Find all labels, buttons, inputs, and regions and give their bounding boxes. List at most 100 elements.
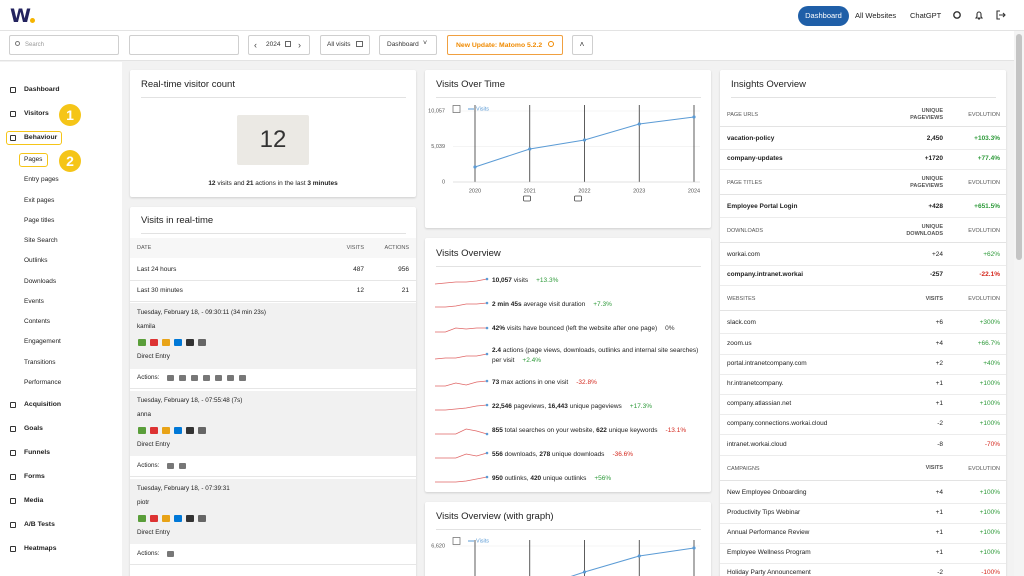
step-badge: 1 [59, 104, 81, 126]
step-badge: 2 [59, 150, 81, 172]
row-rule [720, 522, 1006, 524]
nav-button[interactable]: Dashboard [798, 6, 849, 26]
next-arrow: › [298, 40, 301, 50]
metric-part: 2 min 45s [492, 301, 522, 308]
row-label: Productivity Tips Webinar [727, 508, 801, 516]
section-header: WEBSITES [727, 296, 756, 303]
row-rule [720, 373, 1006, 375]
sparkline [434, 278, 488, 285]
title-rule [436, 97, 701, 98]
segment-selector[interactable] [320, 35, 370, 55]
settings-icon[interactable] [953, 11, 961, 19]
submenu-item[interactable]: Page titles [24, 216, 55, 224]
collapse-button[interactable] [572, 35, 593, 55]
row-label: slack.com [727, 319, 756, 327]
menu-item[interactable]: A/B Tests [24, 520, 55, 528]
legend-label: Visits [476, 538, 489, 544]
metric-part: 950 [492, 475, 503, 482]
summary-part: 21 [246, 180, 254, 187]
submenu-item[interactable]: Outlinks [24, 257, 48, 265]
section-header: EVOLUTION [968, 180, 1000, 187]
annotation-icon [574, 195, 582, 202]
row-label: portal.intranetcompany.com [727, 359, 807, 367]
top-bar [0, 0, 1024, 31]
submenu-item[interactable]: Transitions [24, 358, 56, 366]
scrollbar-thumb[interactable] [1016, 34, 1022, 260]
actions-label: Actions: [137, 374, 160, 381]
menu-item[interactable]: Behaviour [24, 134, 58, 141]
sparkline [435, 380, 488, 387]
section-header: UNIQUE PAGEVIEWS [910, 108, 943, 121]
row-rule [130, 476, 416, 477]
submenu-item[interactable]: Entry pages [24, 176, 59, 184]
row-label: company.connections.workai.cloud [727, 420, 828, 428]
row-rule [720, 394, 1006, 395]
dashboard-selector[interactable] [379, 35, 437, 55]
section-header: VISITS [925, 465, 943, 472]
nav-link[interactable]: All Websites [855, 11, 897, 20]
submenu-item[interactable]: Downloads [24, 277, 57, 285]
search-box[interactable] [9, 35, 119, 55]
title-rule [141, 97, 406, 98]
menu-item[interactable]: Funnels [24, 448, 51, 456]
menu-icon [10, 401, 16, 408]
sparkline [435, 452, 488, 459]
metric-part: pageviews, [511, 403, 549, 410]
sparkline-end [485, 475, 489, 479]
segment-label: All visits [327, 41, 351, 48]
submenu-item[interactable]: Contents [24, 318, 51, 325]
notifications-icon[interactable] [974, 11, 984, 20]
menu-item[interactable]: Goals [24, 424, 43, 432]
menu-item[interactable]: Dashboard [24, 86, 60, 93]
update-banner[interactable]: New Update: Matomo 5.2.2 [447, 35, 563, 55]
referrer: Direct Entry [137, 441, 170, 448]
referrer: Direct Entry [137, 353, 170, 360]
menu-item[interactable]: Heatmaps [24, 544, 57, 552]
row-rule [720, 217, 1006, 219]
nav-link[interactable]: ChatGPT [910, 11, 942, 20]
menu-item[interactable]: Visitors [24, 110, 49, 117]
metric-part: total searches on your website, [502, 427, 597, 434]
y-tick-label: 0 [442, 179, 445, 185]
row-rule [720, 543, 1006, 544]
input-box[interactable] [129, 35, 239, 55]
metric-part: 16,443 [548, 403, 568, 410]
menu-item[interactable]: Media [24, 496, 44, 504]
data-point [692, 115, 696, 119]
logout-icon[interactable] [996, 10, 1006, 20]
submenu-item[interactable]: Site Search [24, 237, 58, 244]
section-header: CAMPAIGNS [727, 465, 760, 472]
submenu-item[interactable]: Engagement [24, 338, 61, 346]
date-picker[interactable] [248, 35, 310, 55]
metric-part: 622 [596, 427, 607, 434]
row-change: +103.3% [974, 135, 1000, 142]
row-rule [130, 388, 416, 389]
submenu-item[interactable]: Exit pages [24, 196, 55, 204]
visitor-icon [162, 339, 170, 346]
row-rule [720, 310, 1006, 312]
scrollbar [1014, 31, 1024, 576]
action-icon [227, 375, 234, 381]
dashboard-label: Dashboard [387, 41, 419, 48]
submenu-item[interactable]: Pages [24, 156, 43, 163]
widget-title: Insights Overview [731, 79, 806, 90]
row-change: -100% [981, 569, 1000, 576]
visit-time: Tuesday, February 18, - 09:30:11 (34 min… [137, 309, 267, 316]
menu-item[interactable]: Forms [24, 472, 45, 480]
menu-item[interactable]: Acquisition [24, 400, 62, 408]
row-visits: 12 [356, 287, 364, 294]
metric-part: visits [511, 277, 529, 284]
metric-part: 73 [492, 379, 500, 386]
metric-text: 2.4 actions (page views, downloads, outl… [492, 346, 704, 366]
row-value: +24 [931, 251, 943, 259]
section-header: EVOLUTION [968, 465, 1000, 472]
metric-part: unique pageviews [567, 403, 622, 410]
submenu-item[interactable]: Events [24, 297, 44, 305]
y-tick-label: 10,057 [428, 108, 445, 114]
submenu-item[interactable]: Performance [24, 378, 62, 386]
title-rule [141, 233, 406, 234]
chart-type-icon [452, 105, 461, 113]
row-value: -2 [937, 569, 943, 576]
row-value: +4 [935, 488, 943, 496]
